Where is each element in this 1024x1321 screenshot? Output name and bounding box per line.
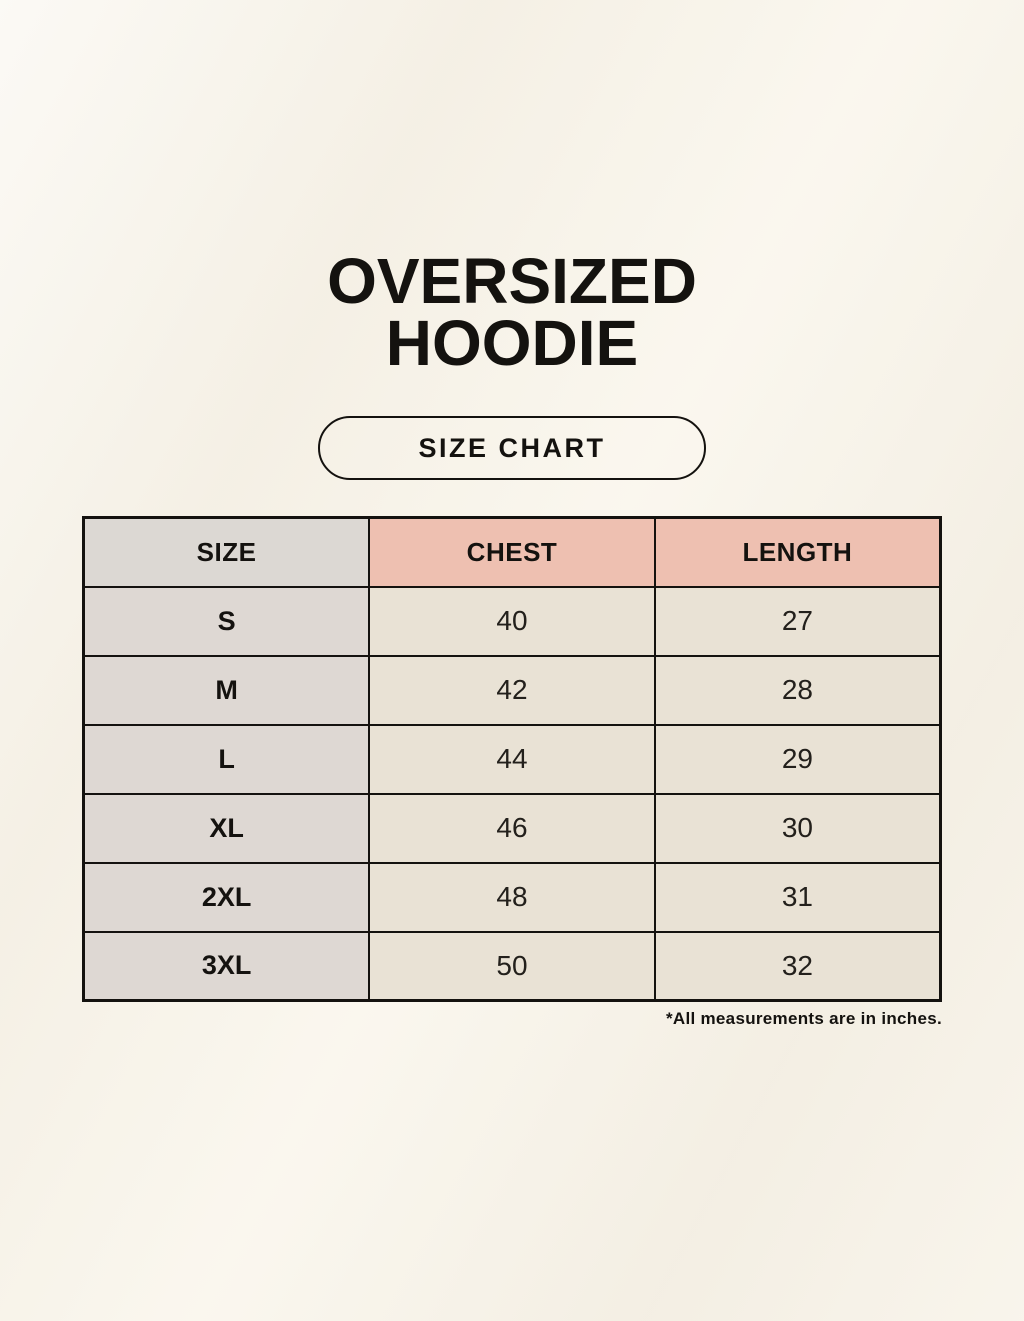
length-cell: 31 — [653, 861, 942, 933]
length-cell: 28 — [653, 654, 942, 726]
chest-cell: 50 — [368, 930, 656, 1002]
chest-cell: 46 — [368, 792, 656, 864]
table-row-s: S 40 27 — [82, 585, 942, 657]
page-title: OVERSIZED HOODIE — [327, 245, 697, 380]
chest-cell: 40 — [368, 585, 656, 657]
size-chart-badge-label: SIZE CHART — [418, 432, 606, 463]
size-cell: M — [82, 654, 371, 726]
length-cell: 27 — [653, 585, 942, 657]
table-row-l: L 44 29 — [82, 723, 942, 795]
length-cell: 32 — [653, 930, 942, 1002]
size-cell: 2XL — [82, 861, 371, 933]
size-cell: 3XL — [82, 930, 371, 1002]
chest-cell: 44 — [368, 723, 656, 795]
measurements-footnote: *All measurements are in inches. — [665, 1009, 942, 1029]
table-row-3xl: 3XL 50 32 — [82, 930, 942, 1002]
header-cell-chest: CHEST — [368, 516, 656, 588]
chest-cell: 48 — [368, 861, 656, 933]
size-cell: S — [82, 585, 371, 657]
length-cell: 30 — [653, 792, 942, 864]
chest-cell: 42 — [368, 654, 656, 726]
size-chart-badge: SIZE CHART — [318, 416, 706, 481]
size-cell: L — [82, 723, 371, 795]
table-row-2xl: 2XL 48 31 — [82, 861, 942, 933]
header-cell-size: SIZE — [82, 516, 371, 588]
table-row-xl: XL 46 30 — [82, 792, 942, 864]
size-chart-table: SIZE CHEST LENGTH S 40 27 M 42 28 L 44 2… — [82, 516, 942, 1003]
page-title-line-2: HOODIE — [385, 307, 639, 380]
table-row-m: M 42 28 — [82, 654, 942, 726]
header-cell-length: LENGTH — [653, 516, 942, 588]
table-header-row: SIZE CHEST LENGTH — [82, 516, 942, 588]
size-cell: XL — [82, 792, 371, 864]
page-title-line-1: OVERSIZED — [327, 245, 697, 317]
length-cell: 29 — [653, 723, 942, 795]
footnote-row: *All measurements are in inches. — [82, 1009, 942, 1029]
